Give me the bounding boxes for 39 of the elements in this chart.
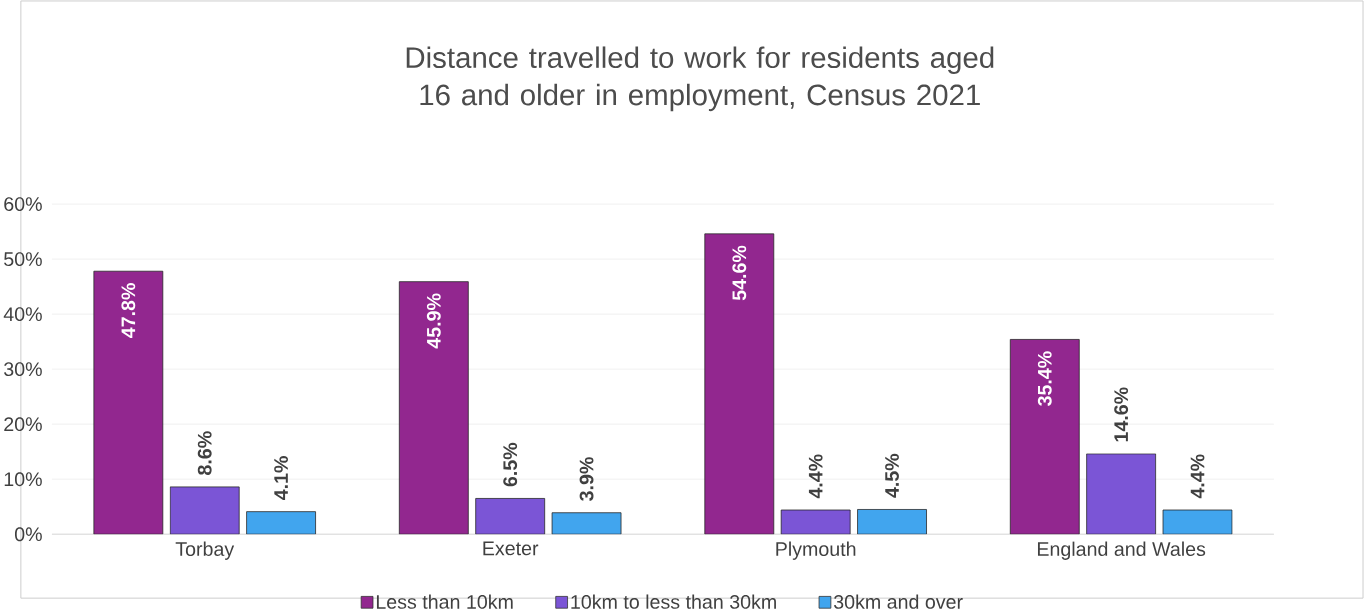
data-label: 35.4%	[1037, 351, 1052, 406]
y-tick-label: 60%	[4, 197, 42, 211]
legend-label: 30km and over	[833, 594, 963, 609]
data-label: 14.6%	[1114, 387, 1129, 442]
bar	[246, 511, 316, 535]
data-label: 3.9%	[579, 457, 594, 501]
chart-title: Distance travelled to work for residents aged 16 and older in employment, Census 2021	[406, 46, 994, 112]
y-tick-label: 50%	[4, 252, 42, 267]
x-tick-label: England and Wales	[1037, 541, 1206, 560]
data-label: 4.4%	[1190, 454, 1205, 499]
data-label: 8.6%	[197, 431, 212, 475]
bar	[475, 498, 546, 535]
bar	[169, 486, 240, 535]
data-label: 4.4%	[808, 454, 823, 499]
y-tick-label: 30%	[4, 362, 42, 377]
legend-label: 10km to less than 30km	[571, 594, 776, 609]
data-label: 45.9%	[426, 293, 441, 349]
x-tick-label: Plymouth	[776, 541, 856, 560]
bar	[1162, 509, 1233, 535]
bar	[1009, 339, 1080, 535]
bar	[704, 233, 775, 535]
y-tick-label: 20%	[4, 417, 42, 432]
x-tick-label: Exeter	[483, 541, 539, 556]
data-label: 54.6%	[732, 245, 747, 301]
bar	[551, 512, 622, 535]
data-label: 6.5%	[503, 442, 518, 487]
data-label: 4.1%	[274, 456, 288, 500]
y-tick-label: 10%	[4, 472, 42, 487]
bar	[93, 270, 164, 535]
y-tick-label: 40%	[3, 307, 42, 322]
bar	[1086, 453, 1157, 535]
legend-label: Less than 10km	[376, 594, 513, 609]
data-label: 4.5%	[885, 453, 899, 498]
bar	[398, 281, 469, 535]
x-tick-label: Torbay	[175, 541, 235, 560]
data-label: 47.8%	[121, 283, 136, 338]
bar	[780, 509, 851, 535]
y-tick-label: 0%	[14, 527, 42, 542]
bar	[857, 509, 927, 535]
